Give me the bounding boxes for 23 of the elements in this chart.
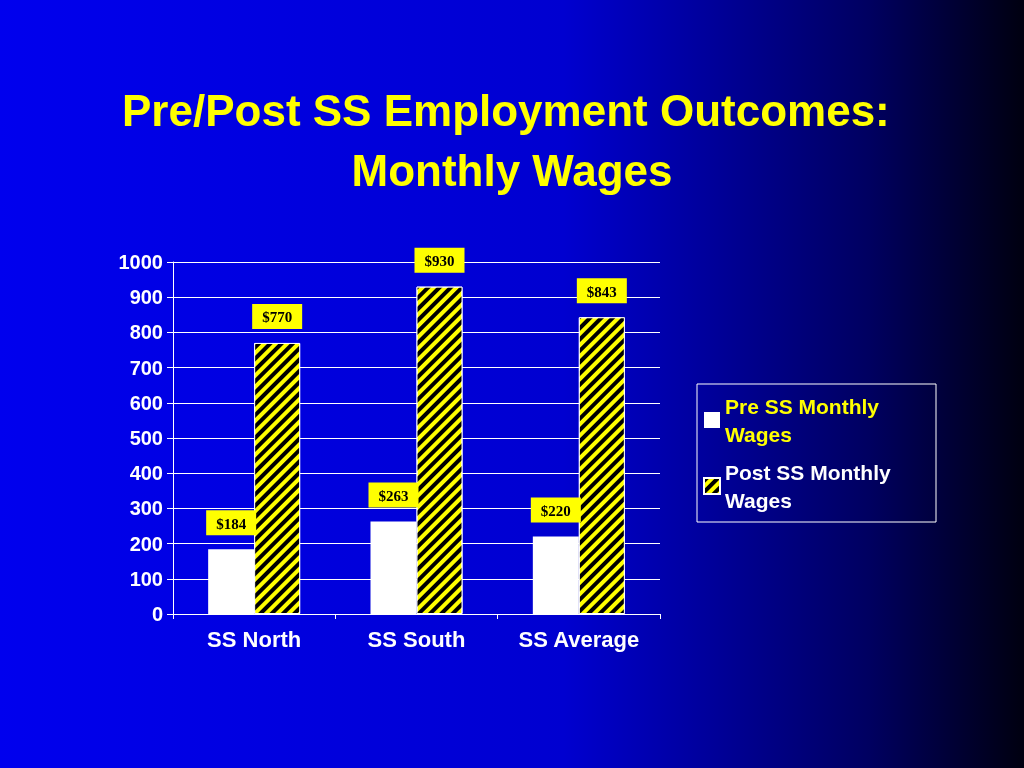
y-tick-label: 0	[151, 603, 163, 625]
y-tick-label: 200	[129, 532, 163, 555]
data-label: $184	[216, 515, 247, 532]
legend-label: Post SS Monthly Wages	[725, 460, 897, 512]
y-tick-label: 1000	[118, 251, 163, 273]
data-label: $770	[262, 309, 293, 326]
x-tick-label: SS North	[207, 626, 302, 652]
y-tick-label: 900	[129, 286, 163, 309]
y-tick-label: 300	[129, 497, 163, 520]
chart-title: Pre/Post SS Employment Outcomes: Monthly Wages	[122, 85, 902, 195]
data-label: $263	[378, 487, 409, 504]
y-tick-label: 100	[129, 567, 163, 590]
x-tick-label: SS South	[367, 626, 466, 652]
legend-label: Pre SS Monthly Wages	[725, 394, 885, 446]
y-tick-label: 600	[129, 391, 163, 414]
y-tick-label: 800	[129, 321, 163, 344]
data-label: $843	[586, 283, 617, 300]
data-label: $220	[540, 503, 571, 520]
y-tick-label: 500	[129, 427, 163, 449]
x-tick-label: SS Average	[518, 626, 640, 652]
y-tick-label: 700	[129, 356, 163, 379]
y-tick-label: 400	[129, 462, 163, 485]
data-label: $930	[424, 253, 455, 270]
